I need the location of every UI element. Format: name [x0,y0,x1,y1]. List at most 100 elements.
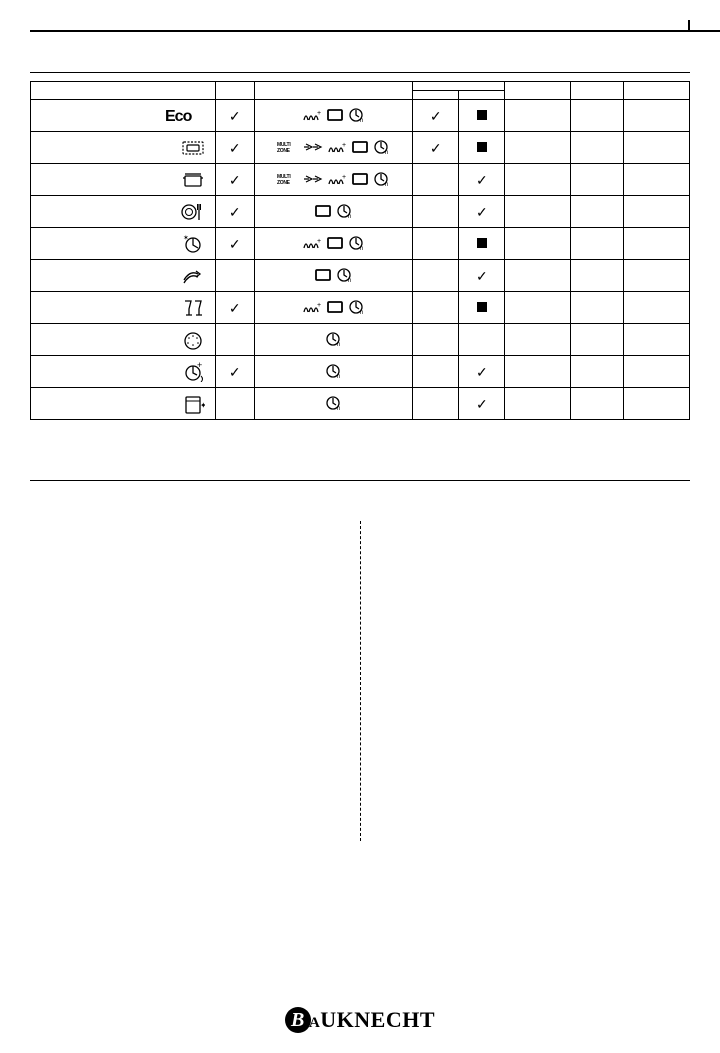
tablet-icon [326,235,344,253]
col-6-cell [505,356,571,388]
col-6-cell [505,324,571,356]
col-7-cell [571,228,624,260]
program-row: ✓ [31,260,690,292]
steam-icon [327,140,347,156]
phase-b-cell: ✓ [459,196,505,228]
program-row: ✓✓ [31,196,690,228]
col-program [31,82,216,100]
phase-a-cell: ✓ [413,132,459,164]
autodose-cell: ✓ [215,100,255,132]
phase-b-cell: ✓ [459,164,505,196]
col-7-cell [571,260,624,292]
phase-a-cell [413,228,459,260]
col-8-cell [624,324,690,356]
program-row: ✓ [31,388,690,420]
multizone-icon [277,140,299,156]
autodose-cell [215,260,255,292]
phase-b-cell: ✓ [459,356,505,388]
delay-icon [348,235,366,253]
tablet-icon [351,139,369,157]
col-6-cell [505,292,571,324]
options-cell [255,228,413,260]
phase-a-cell [413,356,459,388]
col-8-cell [624,388,690,420]
multizone-icon [277,172,299,188]
col-phases [413,82,505,91]
two-column-notes [30,521,690,841]
options-cell [255,324,413,356]
autodose-cell: ✓ [215,164,255,196]
options-cell [255,132,413,164]
col-6 [505,82,571,100]
col-8-cell [624,356,690,388]
col-8-cell [624,260,690,292]
options-cell [255,196,413,228]
tablet-icon [314,267,332,285]
col-6-cell [505,260,571,292]
program-icon-glasses [31,292,216,324]
delay-icon [325,395,343,413]
program-icon-plate_fork [31,196,216,228]
phase-b-cell [459,132,505,164]
program-row: ✓ [31,292,690,324]
col-6-cell [505,100,571,132]
tablet-icon [326,299,344,317]
powerclean-icon [303,171,323,189]
options-cell [255,388,413,420]
steam-icon [302,236,322,252]
col-8 [624,82,690,100]
phase-b-cell [459,292,505,324]
program-icon-selfclean [31,388,216,420]
col-8-cell [624,196,690,228]
phase-a-cell [413,388,459,420]
col-6-cell [505,228,571,260]
delay-icon [325,331,343,349]
options-cell [255,292,413,324]
notes-col-right [360,521,691,841]
col-8-cell [624,228,690,260]
phase-a-cell [413,324,459,356]
col-8-cell [624,292,690,324]
phase-a-cell [413,292,459,324]
autodose-cell [215,324,255,356]
col-phase-a [413,91,459,100]
col-7-cell [571,292,624,324]
col-7-cell [571,324,624,356]
steam-icon [302,108,322,124]
notes-col-left [30,521,360,841]
options-cell [255,100,413,132]
phase-a-cell: ✓ [413,100,459,132]
delay-icon [325,363,343,381]
autodose-cell: ✓ [215,196,255,228]
phase-b-cell [459,228,505,260]
program-row: ✓✓ [31,132,690,164]
options-cell [255,356,413,388]
col-7-cell [571,100,624,132]
col-7-cell [571,164,624,196]
program-row: ✓✓ [31,356,690,388]
autodose-cell: ✓ [215,356,255,388]
col-8-cell [624,132,690,164]
delay-icon [336,267,354,285]
tablet-icon [351,171,369,189]
col-7-cell [571,356,624,388]
col-6-cell [505,196,571,228]
brand-logo: BaUKNECHT [0,1007,720,1033]
options-cell [255,164,413,196]
steam-icon [302,300,322,316]
phase-a-cell [413,260,459,292]
autodose-cell: ✓ [215,132,255,164]
program-row: ✓✓ [31,100,690,132]
program-icon-auto_sensor [31,132,216,164]
powerclean-icon [303,139,323,157]
programs-table: ✓✓✓✓✓✓✓✓✓✓✓✓✓✓ [30,81,690,420]
delay-icon [348,107,366,125]
phase-b-cell: ✓ [459,260,505,292]
program-icon-hygiene [31,356,216,388]
col-7-cell [571,132,624,164]
program-icon-night [31,228,216,260]
program-row: ✓✓ [31,164,690,196]
col-6-cell [505,388,571,420]
delay-icon [336,203,354,221]
tablet-icon [326,107,344,125]
